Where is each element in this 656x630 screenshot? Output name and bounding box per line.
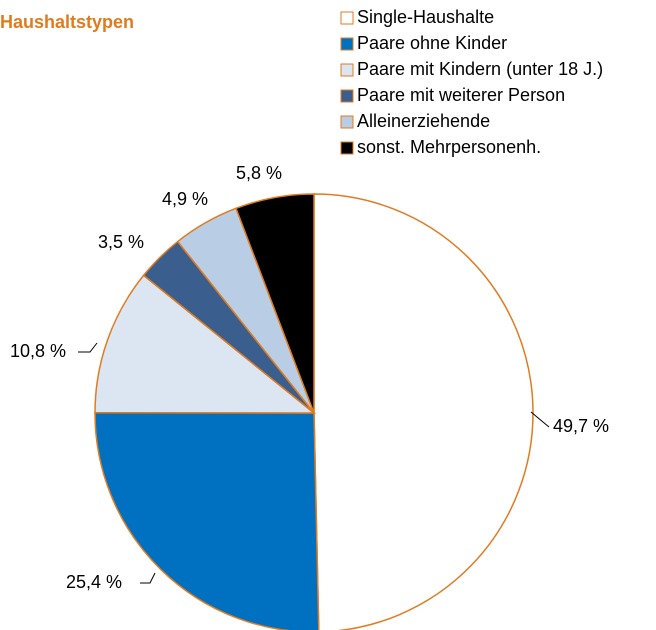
data-label: 25,4 % <box>66 572 122 592</box>
chart-title: Haushaltstypen <box>0 12 134 32</box>
legend-swatch <box>340 11 354 25</box>
leader-line <box>140 572 156 584</box>
legend-label: Paare mit Kindern (unter 18 J.) <box>357 59 603 79</box>
legend-swatch <box>340 37 354 51</box>
legend-swatch <box>340 115 354 129</box>
leader-line <box>78 342 98 353</box>
data-label: 4,9 % <box>162 189 208 209</box>
legend-label: Single-Haushalte <box>357 7 494 27</box>
legend-swatch <box>340 63 354 77</box>
data-label: 10,8 % <box>10 341 66 361</box>
legend-label: Paare mit weiterer Person <box>357 85 565 105</box>
data-label: 49,7 % <box>553 416 609 436</box>
pie-slice <box>94 411 320 630</box>
legend-label: Paare ohne Kinder <box>357 33 507 53</box>
pie-slice <box>313 193 534 630</box>
data-label: 5,8 % <box>236 163 282 183</box>
pie-slice <box>94 274 317 414</box>
legend-swatch <box>340 141 354 155</box>
data-label: 3,5 % <box>98 232 144 252</box>
legend-label: sonst. Mehrpersonenh. <box>357 137 541 157</box>
pie-slice <box>235 193 315 414</box>
legend-label: Alleinerziehende <box>357 111 490 131</box>
legend-swatch <box>340 89 354 103</box>
leader-line <box>530 411 550 428</box>
